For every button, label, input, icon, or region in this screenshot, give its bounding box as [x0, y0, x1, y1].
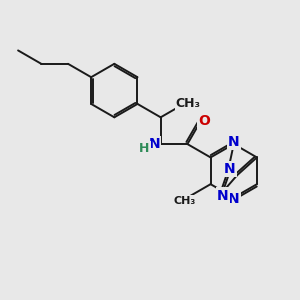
Text: CH₃: CH₃ [173, 196, 196, 206]
Text: N: N [228, 192, 240, 206]
Text: N: N [224, 162, 236, 176]
Text: N: N [148, 137, 160, 151]
Text: N: N [217, 188, 229, 203]
Text: CH₃: CH₃ [176, 98, 201, 110]
Text: H: H [139, 142, 149, 155]
Text: O: O [198, 114, 210, 128]
Text: N: N [228, 135, 240, 149]
